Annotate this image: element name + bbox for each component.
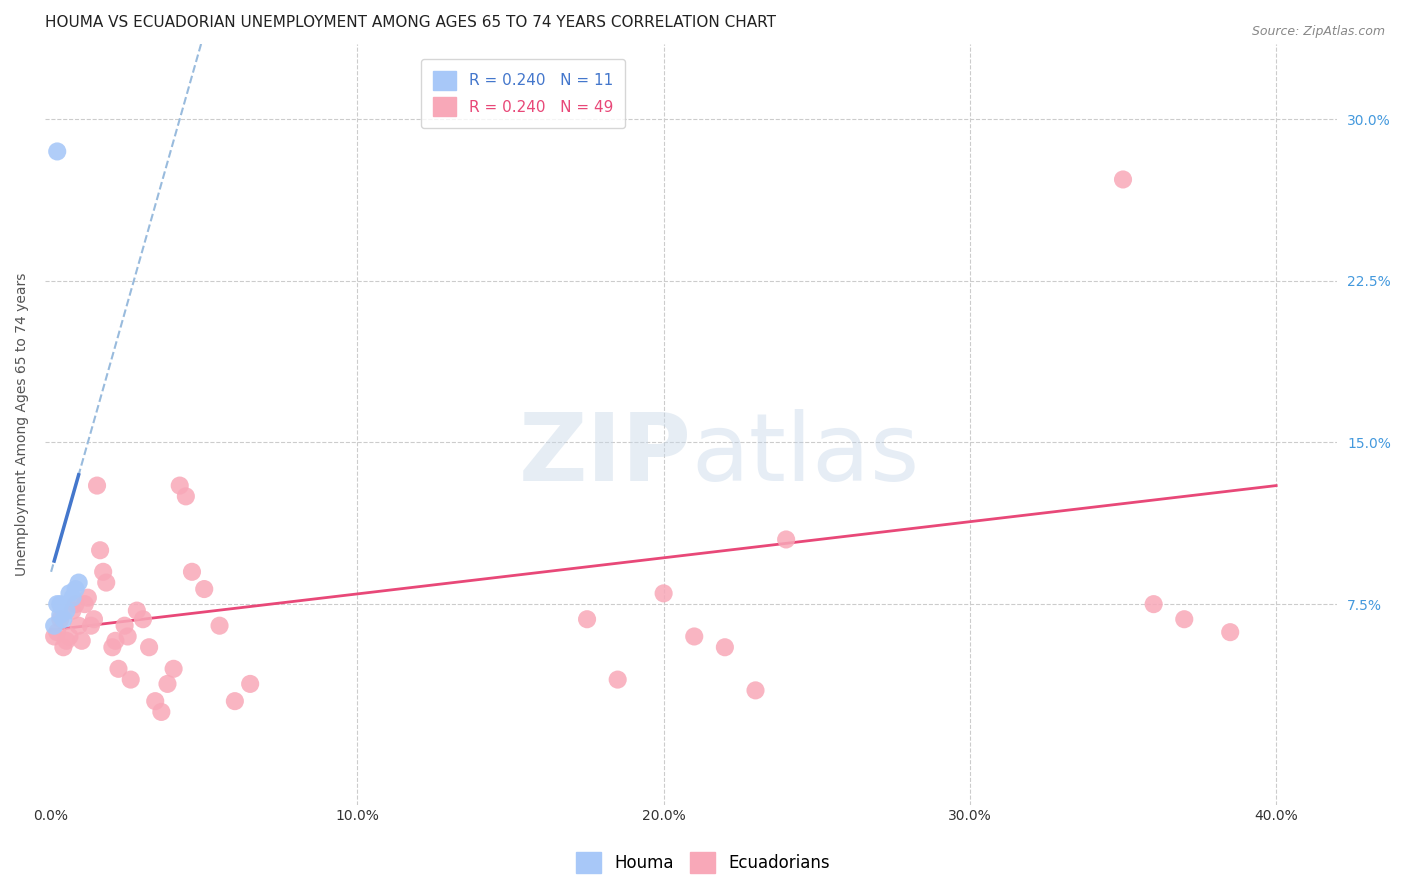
Point (80, 618, 103, 632)
Point (62, 591, 84, 605)
Point (120, 673, 142, 687)
Point (83, 612, 105, 626)
Point (714, 640, 737, 655)
Point (193, 582, 215, 596)
Point (52, 612, 75, 626)
Point (58, 586, 80, 600)
Point (156, 677, 179, 691)
Text: Source: ZipAtlas.com: Source: ZipAtlas.com (1251, 25, 1385, 38)
Point (67, 618, 90, 632)
Legend: Houma, Ecuadorians: Houma, Ecuadorians (569, 846, 837, 880)
Point (91, 565, 114, 579)
Point (65, 597, 87, 611)
Point (101, 640, 124, 655)
Text: HOUMA VS ECUADORIAN UNEMPLOYMENT AMONG AGES 65 TO 74 YEARS CORRELATION CHART: HOUMA VS ECUADORIAN UNEMPLOYMENT AMONG A… (45, 15, 776, 30)
Point (775, 533, 797, 547)
Point (150, 705, 173, 719)
Point (70, 633, 93, 648)
Point (744, 683, 766, 698)
Point (239, 677, 262, 691)
Point (62, 604, 84, 618)
Point (132, 612, 155, 626)
Text: ZIP: ZIP (519, 409, 692, 500)
Point (1112, 172, 1135, 186)
Point (55, 604, 77, 618)
Point (44, 618, 66, 632)
Point (65, 582, 87, 596)
Legend: R = 0.240   N = 11, R = 0.240   N = 49: R = 0.240 N = 11, R = 0.240 N = 49 (422, 59, 626, 128)
Text: atlas: atlas (692, 409, 920, 500)
Point (174, 489, 197, 503)
Point (44, 630, 66, 644)
Point (576, 612, 599, 626)
Point (169, 478, 191, 492)
Point (181, 565, 204, 579)
Point (1173, 612, 1195, 626)
Point (89, 543, 111, 558)
Y-axis label: Unemployment Among Ages 65 to 74 years: Unemployment Among Ages 65 to 74 years (15, 272, 30, 576)
Point (49, 612, 72, 626)
Point (143, 694, 166, 708)
Point (683, 630, 706, 644)
Point (125, 604, 148, 618)
Point (606, 673, 628, 687)
Point (46, 145, 69, 159)
Point (117, 630, 139, 644)
Point (104, 633, 127, 648)
Point (107, 662, 129, 676)
Point (52, 640, 75, 655)
Point (652, 586, 675, 600)
Point (86, 478, 108, 492)
Point (162, 662, 184, 676)
Point (1219, 625, 1241, 640)
Point (58, 630, 80, 644)
Point (224, 694, 246, 708)
Point (96, 575, 118, 590)
Point (1143, 597, 1166, 611)
Point (49, 597, 72, 611)
Point (76, 591, 98, 605)
Point (55, 633, 77, 648)
Point (73, 597, 96, 611)
Point (49, 607, 72, 622)
Point (208, 618, 231, 632)
Point (138, 640, 160, 655)
Point (114, 618, 136, 632)
Point (46, 597, 69, 611)
Point (67, 575, 90, 590)
Point (46, 625, 69, 640)
